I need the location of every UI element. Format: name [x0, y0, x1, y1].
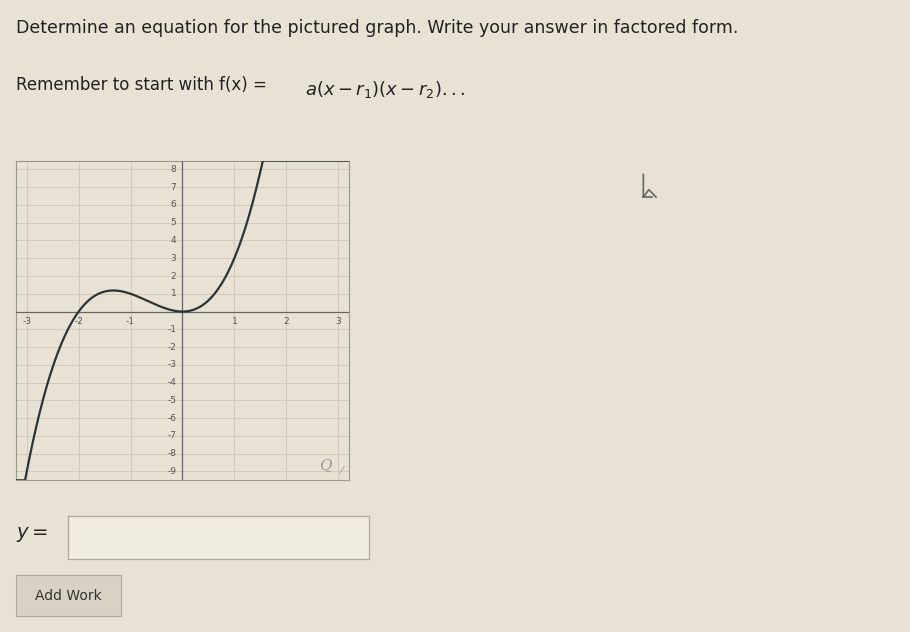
- Text: -5: -5: [167, 396, 177, 405]
- Text: $y =$: $y =$: [16, 525, 48, 544]
- Text: -3: -3: [167, 360, 177, 369]
- Text: Add Work: Add Work: [35, 588, 102, 603]
- Text: -6: -6: [167, 413, 177, 423]
- Text: -1: -1: [126, 317, 135, 326]
- Text: 1: 1: [231, 317, 238, 326]
- Text: 3: 3: [335, 317, 341, 326]
- Text: -3: -3: [22, 317, 31, 326]
- Text: 2: 2: [283, 317, 289, 326]
- Text: 7: 7: [170, 183, 177, 191]
- Text: 5: 5: [170, 218, 177, 228]
- Text: 4: 4: [170, 236, 177, 245]
- Text: -2: -2: [75, 317, 83, 326]
- Text: -1: -1: [167, 325, 177, 334]
- Text: 2: 2: [170, 272, 177, 281]
- Text: -8: -8: [167, 449, 177, 458]
- Text: -2: -2: [167, 343, 177, 351]
- Text: -4: -4: [167, 378, 177, 387]
- Text: 8: 8: [170, 165, 177, 174]
- Text: -9: -9: [167, 467, 177, 476]
- Text: Remember to start with f(x) =: Remember to start with f(x) =: [16, 76, 272, 94]
- Text: 1: 1: [170, 289, 177, 298]
- Text: -7: -7: [167, 432, 177, 441]
- Text: Q: Q: [318, 459, 331, 473]
- Text: ⁄: ⁄: [339, 466, 341, 477]
- Text: $a(x-r_1)(x-r_2)...$: $a(x-r_1)(x-r_2)...$: [305, 79, 466, 100]
- Text: 6: 6: [170, 200, 177, 209]
- Text: Determine an equation for the pictured graph. Write your answer in factored form: Determine an equation for the pictured g…: [16, 19, 739, 37]
- Text: 3: 3: [170, 253, 177, 263]
